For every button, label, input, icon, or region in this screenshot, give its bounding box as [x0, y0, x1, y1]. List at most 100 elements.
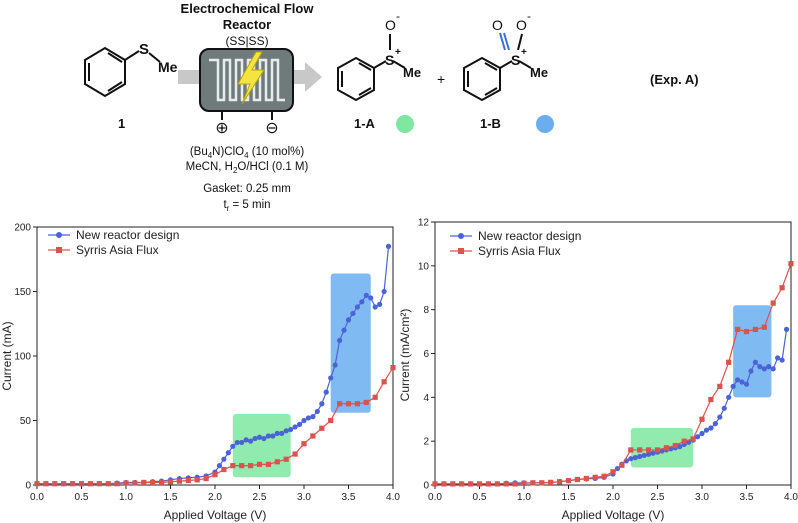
data-point-new-reactor	[256, 434, 263, 440]
data-point-new-reactor	[761, 366, 767, 372]
data-point-new-reactor	[770, 366, 776, 372]
lightning-bolt-icon	[237, 51, 265, 105]
data-point-syrris	[345, 401, 352, 407]
data-point-syrris	[441, 481, 447, 487]
data-point-syrris	[319, 425, 325, 431]
compound-1B-label: 1-B	[480, 116, 501, 131]
sulfur-charge-1B: +	[521, 47, 527, 58]
data-point-syrris	[212, 472, 218, 478]
data-point-new-reactor	[775, 355, 781, 361]
reactor-title-line2: Reactor	[223, 17, 271, 32]
data-point-new-reactor	[274, 430, 280, 436]
data-point-new-reactor	[305, 415, 312, 421]
chart-current-density: 0.0 0.5 1.0 1.5 2.0 2.5 3.0 3.5 4.0 0 2 4 6 8 10 12 App…	[398, 218, 798, 523]
x-tick-label: 4.0	[784, 492, 798, 503]
x-axis-label: Applied Voltage (V)	[562, 508, 665, 522]
data-point-syrris	[530, 480, 536, 486]
data-point-syrris	[450, 481, 456, 487]
data-point-syrris	[476, 481, 483, 487]
compound-1A-structure	[337, 34, 406, 102]
data-point-new-reactor	[381, 288, 387, 295]
data-point-new-reactor	[328, 375, 334, 381]
data-point-new-reactor	[350, 310, 356, 317]
data-point-syrris	[752, 326, 758, 332]
data-point-syrris	[779, 285, 785, 291]
data-point-new-reactor	[283, 428, 289, 434]
data-point-new-reactor	[279, 430, 285, 436]
data-point-syrris	[132, 480, 138, 486]
data-point-new-reactor	[779, 357, 785, 363]
data-point-new-reactor	[332, 362, 338, 368]
y-axis-label: Current (mA)	[0, 321, 14, 390]
data-point-new-reactor	[234, 439, 240, 446]
x-tick-label: 1.5	[164, 492, 178, 503]
y-tick-label: 150	[14, 287, 31, 298]
data-point-new-reactor	[641, 452, 647, 459]
x-tick-label: 3.5	[342, 492, 356, 503]
y-tick-label: 100	[14, 352, 31, 363]
y-tick-label: 10	[418, 261, 430, 272]
oxygen-atom-1B-single: O	[516, 17, 527, 33]
oxygen-charge-1A: -	[396, 9, 400, 23]
data-point-syrris	[654, 447, 661, 453]
methyl-label-1: Me	[158, 59, 178, 75]
data-point-new-reactor	[632, 455, 638, 461]
data-point-new-reactor	[301, 417, 307, 424]
data-point-syrris	[494, 481, 500, 487]
y-axis-label: Current (mA/cm²)	[398, 309, 412, 402]
compound-1-label: 1	[118, 116, 125, 131]
x-tick-label: 0.0	[30, 492, 44, 503]
data-point-syrris	[43, 481, 49, 487]
data-point-syrris	[301, 441, 307, 447]
x-tick-label: 2.0	[606, 492, 620, 503]
residence-time: tr = 5 min	[223, 199, 270, 213]
methyl-label-1A: Me	[403, 65, 421, 80]
data-point-new-reactor	[372, 304, 378, 310]
legend: New reactor design Syrris Asia Flux	[450, 229, 581, 258]
data-point-new-reactor	[221, 456, 227, 462]
legend: New reactor design Syrris Asia Flux	[48, 228, 179, 257]
data-point-syrris	[619, 462, 625, 468]
compound-1B-structure	[463, 32, 532, 102]
data-point-new-reactor	[694, 434, 701, 440]
data-point-syrris	[274, 459, 280, 465]
data-point-syrris	[743, 328, 750, 335]
data-point-syrris	[265, 461, 271, 467]
data-point-new-reactor	[735, 377, 741, 383]
cathode-terminal-icon: ⊖	[265, 120, 278, 137]
data-point-new-reactor	[265, 433, 271, 439]
data-point-syrris	[221, 466, 227, 473]
data-point-new-reactor	[337, 337, 343, 344]
compound-1A-label: 1-A	[354, 116, 376, 131]
x-tick-label: 2.0	[208, 492, 222, 503]
y-tick-label: 4	[423, 393, 429, 404]
data-point-new-reactor	[292, 424, 298, 430]
legend-entry-syrris: Syrris Asia Flux	[478, 244, 561, 258]
data-point-syrris	[717, 383, 723, 389]
data-point-syrris	[150, 479, 156, 486]
data-point-new-reactor	[359, 299, 365, 305]
data-point-new-reactor	[354, 304, 360, 310]
data-point-new-reactor	[288, 426, 294, 433]
data-point-syrris	[468, 481, 474, 487]
data-point-syrris	[708, 396, 714, 403]
oxygen-atom-1B-double: O	[492, 17, 503, 33]
data-point-syrris	[78, 481, 85, 487]
data-point-new-reactor	[319, 401, 325, 407]
data-point-new-reactor	[239, 439, 245, 446]
data-point-syrris	[105, 481, 111, 487]
y-tick-label: 0	[423, 481, 429, 492]
legend-entry-syrris: Syrris Asia Flux	[76, 243, 159, 257]
data-point-syrris	[557, 479, 563, 485]
x-tick-label: 1.0	[517, 492, 531, 503]
reaction-scheme: S Me 1 Electrochemical Flow Reactor (SS|…	[84, 1, 699, 213]
data-point-new-reactor	[703, 427, 710, 433]
data-point-new-reactor	[341, 327, 347, 333]
y-tick-label: 2	[423, 437, 429, 448]
gasket-condition: Gasket: 0.25 mm	[203, 183, 291, 195]
data-point-syrris	[637, 447, 643, 453]
data-point-syrris	[159, 479, 165, 486]
highlight-region-1A	[630, 428, 694, 468]
sulfur-atom-1: S	[139, 41, 149, 58]
data-point-syrris	[390, 365, 396, 371]
